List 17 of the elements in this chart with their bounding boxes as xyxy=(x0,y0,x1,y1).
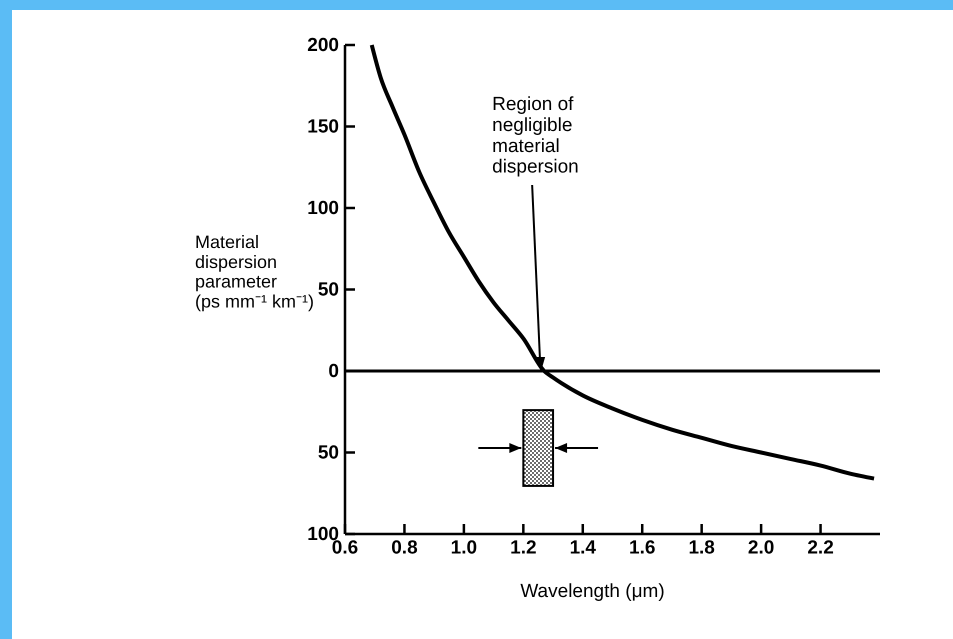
x-axis-title: Wavelength (μm) xyxy=(520,581,665,602)
x-tick-label: 1.2 xyxy=(510,537,537,558)
x-tick-label: 1.0 xyxy=(450,537,478,558)
x-tick-label: 2.0 xyxy=(748,537,774,558)
x-tick-label: 1.8 xyxy=(688,537,715,558)
y-tick-label: 50 xyxy=(318,280,339,301)
x-tick-label: 1.6 xyxy=(629,537,656,558)
y-tick-label: 100 xyxy=(307,198,339,220)
x-tick-label: 2.2 xyxy=(807,537,834,558)
y-tick-label: 150 xyxy=(307,116,339,138)
y-tick-label: 0 xyxy=(328,361,339,382)
y-tick-label: 50 xyxy=(318,442,339,464)
y-axis-title: Material dispersion parameter (ps mm⁻¹ km⁻¹) xyxy=(195,232,314,312)
y-tick-label: 200 xyxy=(307,35,339,56)
annotation: Region of negligible material dispersion xyxy=(492,94,579,178)
x-tick-label: 1.4 xyxy=(570,537,596,558)
x-tick-label: 0.8 xyxy=(391,537,418,558)
